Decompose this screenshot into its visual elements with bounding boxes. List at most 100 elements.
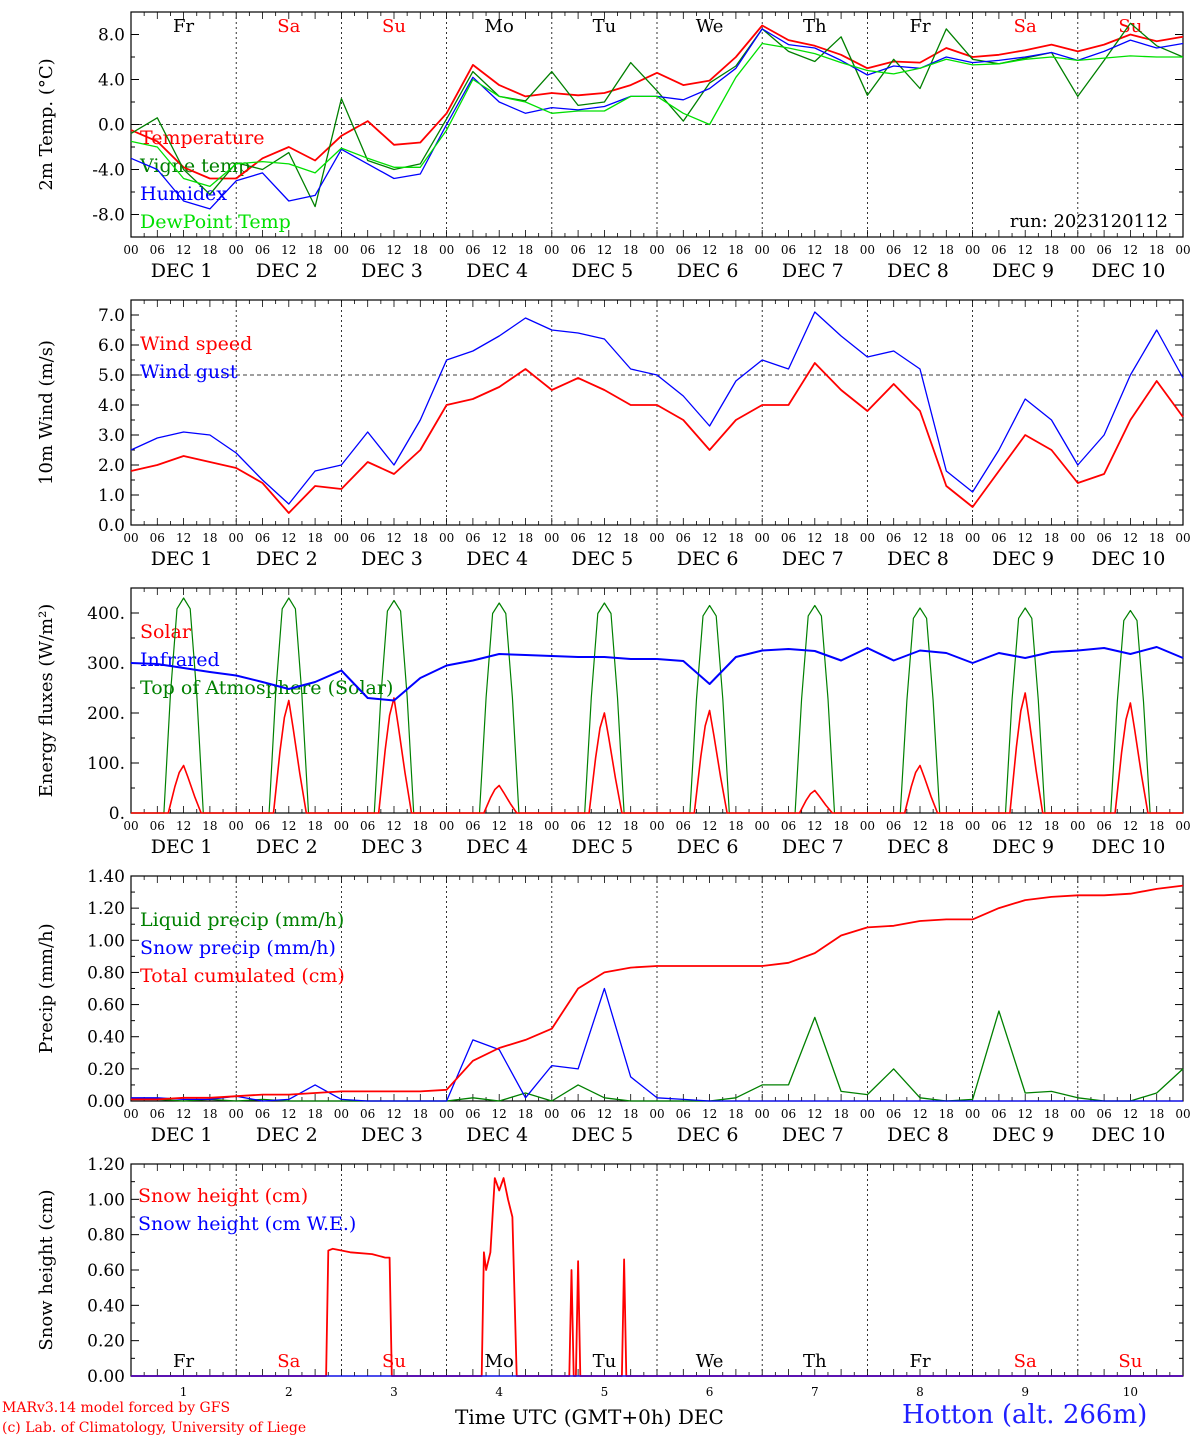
y-axis-title: 10m Wind (m/s) xyxy=(36,340,57,485)
hour-tick-label: 00 xyxy=(1070,243,1085,257)
date-label: DEC 5 xyxy=(572,1124,634,1146)
hour-tick-label: 00 xyxy=(860,819,875,833)
hour-tick-label: 00 xyxy=(755,819,770,833)
date-label: DEC 4 xyxy=(466,260,528,282)
hour-tick-label: 18 xyxy=(1149,531,1164,545)
date-label: DEC 1 xyxy=(151,1124,213,1146)
hour-tick-label: 00 xyxy=(1070,1107,1085,1121)
hour-tick-label: 12 xyxy=(912,243,927,257)
hour-tick-label: 12 xyxy=(176,1107,191,1121)
y-tick-label: 0.60 xyxy=(87,1261,125,1281)
hour-tick-label: 06 xyxy=(255,531,270,545)
hour-tick-label: 18 xyxy=(1044,531,1059,545)
hour-tick-label: 00 xyxy=(544,243,559,257)
hour-tick-label: 00 xyxy=(439,1107,454,1121)
weekday-label: Tu xyxy=(593,1351,617,1372)
hour-tick-label: 12 xyxy=(492,531,507,545)
hour-tick-label: 06 xyxy=(781,819,796,833)
date-label: DEC 6 xyxy=(677,548,739,570)
hour-tick-label: 12 xyxy=(1018,1107,1033,1121)
hour-tick-label: 06 xyxy=(676,243,691,257)
date-label: DEC 4 xyxy=(466,1124,528,1146)
y-tick-label: -8.0 xyxy=(92,206,125,226)
hour-tick-label: 12 xyxy=(1123,531,1138,545)
hour-tick-label: 06 xyxy=(465,531,480,545)
date-label: DEC 7 xyxy=(782,548,844,570)
hour-tick-label: 06 xyxy=(570,1107,585,1121)
weekday-label: Sa xyxy=(277,1351,300,1372)
hour-tick-label: 18 xyxy=(728,243,743,257)
weekday-label: Tu xyxy=(593,16,617,37)
hour-tick-label: 00 xyxy=(439,819,454,833)
y-tick-label: 0.20 xyxy=(87,1060,125,1080)
hour-tick-label: 18 xyxy=(518,819,533,833)
hour-tick-label: 00 xyxy=(439,243,454,257)
hour-tick-label: 00 xyxy=(649,1107,664,1121)
series-line-red xyxy=(130,362,1184,514)
hour-tick-label: 06 xyxy=(886,243,901,257)
hour-tick-label: 18 xyxy=(1044,1107,1059,1121)
hour-tick-label: 00 xyxy=(649,243,664,257)
date-label: DEC 10 xyxy=(1091,1124,1165,1146)
hour-tick-label: 12 xyxy=(281,819,296,833)
hour-tick-label: 00 xyxy=(965,819,980,833)
hour-tick-label: 12 xyxy=(281,531,296,545)
hour-tick-label: 00 xyxy=(544,819,559,833)
day-number-label: 3 xyxy=(390,1385,398,1399)
y-tick-label: 1.20 xyxy=(87,899,125,919)
hour-tick-label: 18 xyxy=(413,243,428,257)
y-tick-label: 0.80 xyxy=(87,1226,125,1246)
hour-tick-label: 06 xyxy=(255,1107,270,1121)
series-line-blue xyxy=(130,311,1184,505)
weekday-label: Th xyxy=(803,1351,827,1372)
hour-tick-label: 06 xyxy=(781,243,796,257)
date-label: DEC 6 xyxy=(677,836,739,858)
series-line-lightgreen xyxy=(130,42,1183,188)
series-line-red xyxy=(131,1177,1183,1377)
y-tick-label: 400. xyxy=(87,604,125,624)
hour-tick-label: 18 xyxy=(1044,819,1059,833)
time-axis-label: Time UTC (GMT+0h) DEC xyxy=(455,1405,724,1429)
date-label: DEC 3 xyxy=(361,548,423,570)
legend-entry: DewPoint Temp xyxy=(140,211,291,233)
day-number-label: 7 xyxy=(811,1385,819,1399)
hour-tick-label: 12 xyxy=(1123,1107,1138,1121)
y-axis-title: Energy fluxes (W/m²) xyxy=(36,604,57,798)
hour-tick-label: 18 xyxy=(1149,243,1164,257)
hour-tick-label: 12 xyxy=(702,1107,717,1121)
hour-tick-label: 06 xyxy=(1096,243,1111,257)
y-tick-label: 7.0 xyxy=(98,306,125,326)
hour-tick-label: 06 xyxy=(1096,819,1111,833)
hour-tick-label: 06 xyxy=(676,819,691,833)
hour-tick-label: 18 xyxy=(307,819,322,833)
day-number-label: 5 xyxy=(601,1385,609,1399)
weekday-label: Fr xyxy=(909,16,930,37)
day-number-label: 6 xyxy=(706,1385,714,1399)
y-tick-label: 1.00 xyxy=(87,1190,125,1210)
y-tick-label: 200. xyxy=(87,704,125,724)
legend-entry: Wind gust xyxy=(140,361,238,383)
infrared-line xyxy=(130,646,1184,702)
hour-tick-label: 00 xyxy=(860,243,875,257)
y-tick-label: 0.00 xyxy=(87,1367,125,1387)
hour-tick-label: 00 xyxy=(334,819,349,833)
date-label: DEC 8 xyxy=(887,548,949,570)
hour-tick-label: 18 xyxy=(307,243,322,257)
hour-tick-label: 18 xyxy=(833,819,848,833)
y-tick-label: 0.80 xyxy=(87,963,125,983)
y-tick-label: -4.0 xyxy=(92,161,125,181)
hour-tick-label: 00 xyxy=(544,531,559,545)
series-line-green xyxy=(131,1010,1184,1102)
hour-tick-label: 06 xyxy=(360,243,375,257)
hour-tick-label: 12 xyxy=(1018,243,1033,257)
date-label: DEC 8 xyxy=(887,1124,949,1146)
weekday-label: Su xyxy=(382,16,406,37)
hour-tick-label: 00 xyxy=(229,819,244,833)
hour-tick-label: 12 xyxy=(702,819,717,833)
hour-tick-label: 18 xyxy=(202,819,217,833)
hour-tick-label: 00 xyxy=(1175,531,1190,545)
hour-tick-label: 18 xyxy=(413,819,428,833)
date-label: DEC 7 xyxy=(782,836,844,858)
date-label: DEC 5 xyxy=(572,260,634,282)
weekday-label: Fr xyxy=(909,1351,930,1372)
